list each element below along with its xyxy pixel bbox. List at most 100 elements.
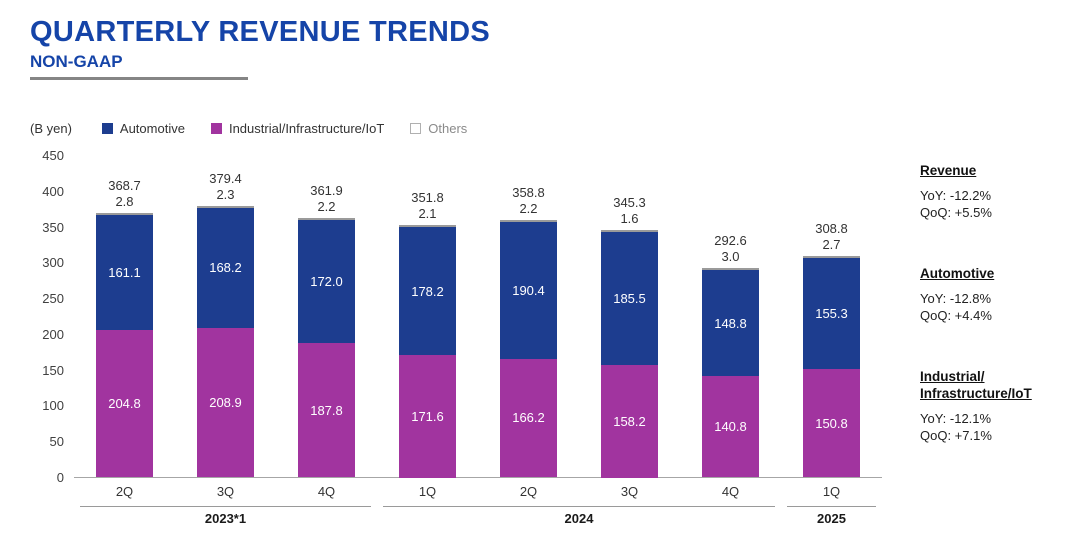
stacked-bar: 161.1 204.8 (96, 213, 153, 477)
bar-others-label: 3.0 (721, 248, 740, 264)
stacked-bar: 185.5 158.2 (601, 229, 658, 478)
bar-segment-others (298, 218, 355, 221)
y-axis-tick-label: 350 (42, 219, 64, 235)
legend-item: Industrial/Infrastructure/IoT (210, 121, 385, 136)
bar-segment-industrial: 140.8 (702, 376, 759, 477)
summary-heading: Automotive (920, 266, 995, 281)
bar-segment-others (96, 213, 153, 216)
summary-block: Revenue YoY: -12.2% QoQ: +5.5% (920, 162, 1075, 221)
summary-line: YoY: -12.8% (920, 291, 992, 306)
stacked-bar: 155.3 150.8 (803, 256, 860, 478)
stacked-bar: 172.0 187.8 (298, 218, 355, 478)
bar-segment-automotive: 172.0 (298, 220, 355, 344)
bar-total-label: 351.8 (411, 190, 444, 206)
bar-segment-industrial: 158.2 (601, 364, 658, 478)
bar-segment-automotive: 161.1 (96, 215, 153, 331)
legend-swatch-icon (410, 123, 422, 134)
summary-block: Industrial/Infrastructure/IoT YoY: -12.1%… (920, 368, 1075, 444)
bar-segment-industrial: 171.6 (399, 354, 456, 478)
x-axis-tick-label: 3Q (620, 484, 639, 499)
bar-others-label: 2.3 (216, 186, 235, 202)
bar-column: 361.9 2.2 172.0 187.8 (276, 183, 377, 478)
bar-others-label: 1.6 (620, 210, 639, 226)
stacked-bar: 168.2 208.9 (197, 205, 254, 478)
summary-line: QoQ: +4.4% (920, 308, 992, 323)
bar-others-label: 2.2 (317, 199, 336, 215)
bar-segment-industrial: 204.8 (96, 330, 153, 477)
x-axis-year-groups: 2023*1 2024 2025 (74, 506, 882, 536)
x-axis-labels: 2Q 3Q 4Q 1Q 2Q 3Q 4Q 1Q (74, 484, 882, 502)
y-axis-tick-label: 250 (42, 291, 64, 307)
y-axis-tick-label: 100 (42, 398, 64, 414)
bar-others-label: 2.8 (115, 194, 134, 210)
summary-block: Automotive YoY: -12.8% QoQ: +4.4% (920, 265, 1075, 324)
bar-segment-others (197, 205, 254, 208)
legend-swatch-icon (101, 123, 113, 134)
summary-line: QoQ: +7.1% (920, 428, 992, 443)
legend-row: (B yen) Automotive Industrial/Infrastruct… (30, 121, 467, 136)
bar-segment-automotive: 168.2 (197, 207, 254, 328)
y-axis-tick-label: 450 (42, 148, 64, 163)
x-axis-tick-label: 1Q (822, 484, 841, 499)
legend-label: Automotive (119, 121, 185, 136)
bar-column: 379.4 2.3 168.2 208.9 (175, 171, 276, 478)
summary-line: YoY: -12.1% (920, 411, 992, 426)
y-axis-tick-label: 400 (42, 183, 64, 199)
bar-segment-others (601, 229, 658, 232)
summary-line: YoY: -12.2% (920, 188, 992, 203)
subtitle-underline (30, 77, 248, 80)
summary-heading: Infrastructure/IoT (920, 386, 1032, 401)
legend-item: Automotive (101, 121, 185, 136)
y-axis-tick-label: 150 (42, 362, 64, 378)
x-axis-tick-label: 2Q (115, 484, 134, 499)
bar-segment-others (702, 267, 759, 270)
y-axis-tick-label: 300 (42, 255, 64, 271)
x-axis-tick-label: 3Q (216, 484, 235, 499)
summary-line: QoQ: +5.5% (920, 205, 992, 220)
bar-total-label: 358.8 (512, 185, 545, 201)
y-axis: 0 50 100 150 200 250 300 350 400 450 (30, 148, 64, 485)
stacked-bar: 190.4 166.2 (500, 220, 557, 478)
summary-panel: Revenue YoY: -12.2% QoQ: +5.5% Automotive Yo… (920, 162, 1075, 488)
bar-column: 345.3 1.6 185.5 158.2 (579, 194, 680, 478)
x-axis-tick-label: 2Q (519, 484, 538, 499)
y-axis-tick-label: 50 (49, 434, 64, 450)
page-subtitle: NON-GAAP (30, 52, 123, 71)
y-axis-tick-label: 0 (56, 470, 64, 485)
bar-segment-automotive: 155.3 (803, 258, 860, 370)
bar-segment-industrial: 150.8 (803, 369, 860, 478)
legend: Automotive Industrial/Infrastructure/IoT O… (101, 121, 467, 136)
y-axis-tick-label: 200 (42, 326, 64, 342)
bar-segment-others (803, 256, 860, 259)
bar-others-label: 2.1 (418, 206, 437, 222)
bar-column: 292.6 3.0 148.8 140.8 (680, 233, 781, 477)
summary-heading: Revenue (920, 163, 977, 178)
legend-label: Industrial/Infrastructure/IoT (228, 121, 385, 136)
bar-total-label: 368.7 (108, 178, 141, 194)
x-axis-tick-label: 4Q (721, 484, 740, 499)
stacked-bar: 148.8 140.8 (702, 267, 759, 477)
legend-label: Others (428, 121, 468, 136)
year-group-label: 2024 (383, 506, 775, 526)
legend-swatch-icon (210, 123, 222, 134)
chart-plot-area: 0 50 100 150 200 250 300 350 400 450 368.7 2.8 161.… (30, 148, 890, 485)
bar-column: 368.7 2.8 161.1 204.8 (74, 178, 175, 477)
page-title: QUARTERLY REVENUE TRENDS (30, 16, 490, 48)
bar-others-label: 2.7 (822, 237, 841, 253)
bar-segment-industrial: 166.2 (500, 358, 557, 478)
bar-total-label: 345.3 (613, 194, 646, 210)
year-group-label: 2025 (787, 506, 876, 526)
summary-heading: Industrial/ (920, 369, 985, 384)
bar-segment-others (399, 225, 456, 228)
legend-item: Others (410, 121, 467, 136)
bar-segment-industrial: 187.8 (298, 343, 355, 478)
bar-column: 358.8 2.2 190.4 166.2 (478, 185, 579, 478)
bar-total-label: 361.9 (310, 183, 343, 199)
bar-others-label: 2.2 (519, 201, 538, 217)
bar-total-label: 292.6 (714, 232, 747, 248)
bar-segment-automotive: 148.8 (702, 269, 759, 377)
bar-segment-others (500, 220, 557, 223)
year-group-label: 2023*1 (80, 506, 371, 526)
stacked-bar: 178.2 171.6 (399, 225, 456, 478)
